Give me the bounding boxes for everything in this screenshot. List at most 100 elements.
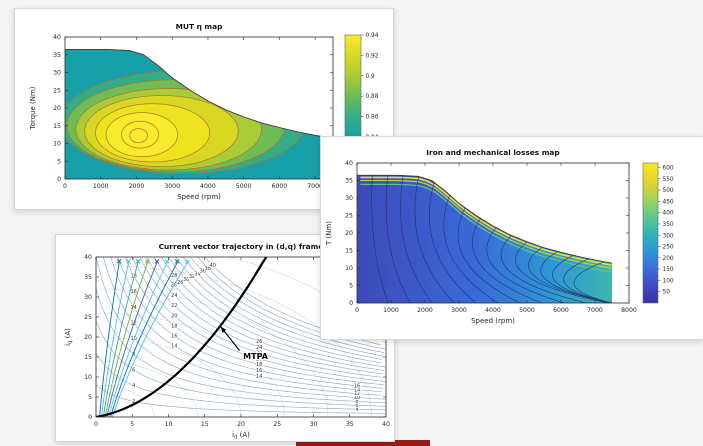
svg-text:7000: 7000 [307, 183, 323, 190]
svg-text:25: 25 [53, 87, 61, 94]
mtpa-annotation: MTPA [243, 352, 269, 361]
svg-text:3000: 3000 [451, 307, 467, 314]
svg-text:5: 5 [130, 421, 134, 428]
svg-text:28: 28 [171, 273, 177, 279]
svg-text:0.88: 0.88 [366, 94, 379, 100]
svg-text:200: 200 [663, 256, 674, 262]
svg-text:5000: 5000 [236, 183, 252, 190]
svg-text:0.92: 0.92 [366, 53, 379, 59]
svg-text:id (A): id (A) [232, 431, 250, 439]
svg-text:0.94: 0.94 [366, 33, 379, 39]
svg-text:7000: 7000 [587, 307, 603, 314]
svg-text:20: 20 [53, 105, 61, 112]
mut_eta_map-axes: 0 1000 2000 3000 4000 5000 6000 7000 0 5 10 15 20 25 3… [29, 22, 334, 201]
svg-text:450: 450 [663, 199, 674, 205]
svg-text:20: 20 [84, 334, 92, 341]
svg-text:8000: 8000 [621, 307, 637, 314]
svg-text:0.9: 0.9 [366, 74, 376, 80]
mtpa-curve [96, 257, 268, 417]
svg-text:6000: 6000 [272, 183, 288, 190]
panel-iron-losses-map: 0 1000 2000 3000 4000 5000 6000 7000 8000 0 5 10 15 2… [320, 136, 703, 340]
svg-text:600: 600 [663, 166, 674, 172]
svg-text:0: 0 [88, 414, 92, 421]
svg-text:300: 300 [663, 233, 674, 239]
svg-text:0: 0 [94, 421, 98, 428]
eta-contour-field [65, 48, 334, 180]
svg-text:5: 5 [57, 158, 61, 165]
svg-text:34: 34 [194, 271, 200, 277]
svg-text:30: 30 [345, 195, 353, 202]
bottom-red-bar [296, 440, 430, 446]
svg-text:28: 28 [177, 280, 183, 286]
svg-text:100: 100 [663, 278, 674, 284]
svg-text:35: 35 [53, 52, 61, 59]
svg-text:3000: 3000 [164, 183, 180, 190]
svg-text:15: 15 [345, 248, 353, 255]
svg-text:18: 18 [256, 362, 262, 368]
svg-text:250: 250 [663, 245, 674, 251]
svg-text:4000: 4000 [485, 307, 501, 314]
svg-text:6: 6 [355, 403, 358, 409]
svg-text:25: 25 [84, 314, 92, 321]
loss-map-canvas: 0 1000 2000 3000 4000 5000 6000 7000 8000 0 5 10 15 2… [325, 148, 674, 325]
svg-text:10: 10 [354, 395, 360, 401]
svg-text:14: 14 [171, 344, 177, 350]
svg-text:Torque (Nm): Torque (Nm) [29, 86, 37, 130]
svg-text:14: 14 [354, 387, 360, 393]
svg-text:550: 550 [663, 177, 674, 183]
svg-text:0: 0 [355, 307, 359, 314]
svg-text:0: 0 [57, 176, 61, 183]
svg-text:20: 20 [256, 356, 262, 362]
svg-text:26: 26 [256, 339, 262, 345]
svg-text:Iron and mechanical losses map: Iron and mechanical losses map [426, 148, 559, 157]
svg-text:30: 30 [84, 294, 92, 301]
svg-text:35: 35 [84, 274, 92, 281]
svg-text:40: 40 [210, 263, 216, 269]
svg-text:6000: 6000 [553, 307, 569, 314]
svg-text:40: 40 [84, 254, 92, 261]
svg-text:16: 16 [354, 383, 360, 389]
svg-text:0: 0 [349, 300, 353, 307]
svg-text:10: 10 [345, 265, 353, 272]
svg-text:4: 4 [132, 383, 135, 389]
svg-text:35: 35 [346, 421, 354, 428]
svg-text:iq (A): iq (A) [64, 328, 74, 346]
svg-text:350: 350 [663, 222, 674, 228]
svg-text:18: 18 [131, 273, 137, 279]
svg-text:500: 500 [663, 188, 674, 194]
mut-eta-map-canvas: 0 1000 2000 3000 4000 5000 6000 7000 0 5 10 15 20 25 3… [29, 22, 379, 201]
svg-text:30: 30 [53, 70, 61, 77]
svg-text:22: 22 [256, 351, 262, 357]
svg-text:0.86: 0.86 [366, 115, 379, 121]
svg-text:22: 22 [171, 303, 177, 309]
svg-text:14: 14 [256, 374, 262, 380]
colorbar: 0.840.860.880.90.920.94 [344, 33, 379, 141]
svg-text:12: 12 [354, 391, 360, 397]
svg-text:T (Nm): T (Nm) [325, 221, 333, 246]
svg-text:30: 30 [183, 277, 189, 283]
svg-text:25: 25 [345, 213, 353, 220]
colorbar: 50 100 150 200 250 300 350 400 450 500 550 600 [642, 162, 674, 304]
svg-text:10: 10 [53, 141, 61, 148]
svg-text:30: 30 [310, 421, 318, 428]
svg-text:15: 15 [53, 123, 61, 130]
svg-text:20: 20 [237, 421, 245, 428]
svg-text:8: 8 [355, 399, 358, 405]
svg-text:Speed (rpm): Speed (rpm) [471, 317, 515, 325]
svg-text:6: 6 [132, 368, 135, 374]
svg-text:1000: 1000 [93, 183, 109, 190]
svg-text:38: 38 [205, 266, 211, 272]
svg-text:16: 16 [256, 368, 262, 374]
svg-text:Current vector trajectory in (: Current vector trajectory in (d,q) frame [159, 242, 324, 251]
svg-text:150: 150 [663, 267, 674, 273]
svg-text:20: 20 [345, 230, 353, 237]
dq_trajectory-axes: 0 5 10 15 20 25 30 35 400510152025303540Current … [64, 242, 390, 439]
svg-text:15: 15 [84, 354, 92, 361]
svg-text:50: 50 [663, 290, 671, 296]
svg-text:18: 18 [171, 323, 177, 329]
svg-text:Speed (rpm): Speed (rpm) [177, 193, 221, 201]
svg-text:14: 14 [131, 305, 137, 311]
